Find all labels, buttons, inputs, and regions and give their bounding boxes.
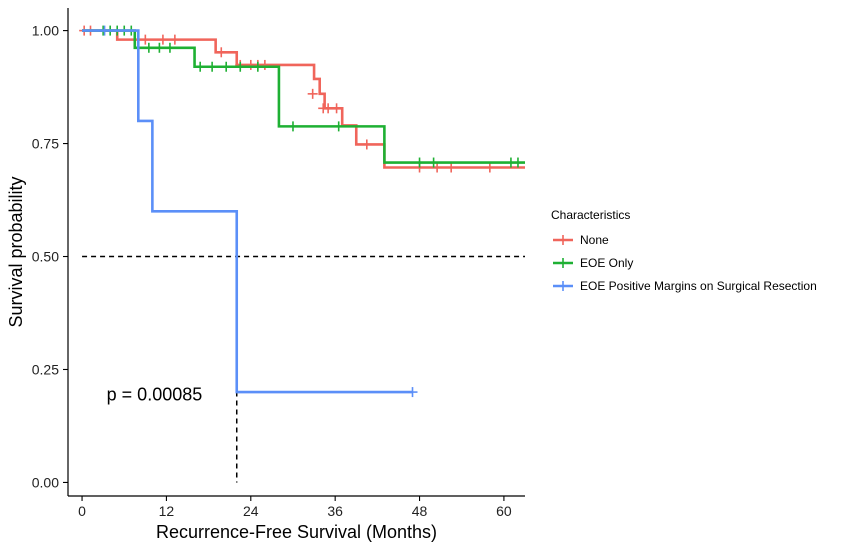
x-tick-label: 36 (327, 503, 343, 519)
legend-key (553, 235, 573, 245)
x-tick-label: 48 (412, 503, 428, 519)
censor-mark (252, 61, 263, 72)
p-value-annotation: p = 0.00085 (107, 384, 203, 404)
legend-label: None (580, 233, 609, 247)
censor-mark (99, 25, 110, 36)
ticks: 0 12 24 36 48 60 0.00 0.25 0.50 0.75 1.00 (32, 23, 512, 519)
censor-mark (169, 34, 180, 45)
y-tick-label: 0.50 (32, 249, 59, 265)
y-tick-label: 1.00 (32, 23, 59, 39)
censor-mark (323, 103, 334, 114)
axes (67, 8, 525, 497)
y-tick-label: 0.25 (32, 361, 59, 377)
censor-mark (140, 34, 151, 45)
censor-mark (221, 61, 232, 72)
censor-mark (164, 42, 175, 53)
censor-mark (216, 47, 227, 58)
censor-mark (512, 157, 523, 168)
legend-label: EOE Positive Margins on Surgical Resecti… (580, 279, 817, 293)
x-axis-title: Recurrence-Free Survival (Months) (156, 522, 437, 542)
censor-mark (414, 157, 425, 168)
y-tick-label: 0.75 (32, 136, 59, 152)
censor-mark (361, 139, 372, 150)
censor-mark (143, 42, 154, 53)
censor-mark (195, 61, 206, 72)
censor-mark (331, 103, 342, 114)
legend: Characteristics None EOE Only EOE Positive… (551, 208, 817, 293)
censor-mark (333, 121, 344, 132)
plot-area (79, 25, 525, 483)
censor-mark (259, 59, 270, 70)
x-tick-label: 60 (496, 503, 512, 519)
x-tick-label: 24 (243, 503, 259, 519)
censor-mark (157, 34, 168, 45)
censor-mark (428, 157, 439, 168)
x-tick-label: 12 (159, 503, 175, 519)
censor-mark (484, 162, 495, 173)
legend-key (553, 258, 573, 268)
y-tick-label: 0.00 (32, 474, 59, 490)
censor-mark (235, 61, 246, 72)
censor-mark (207, 61, 218, 72)
censor-mark (446, 162, 457, 173)
legend-label: EOE Only (580, 256, 633, 270)
censor-mark (287, 121, 298, 132)
y-axis-title: Survival probability (6, 176, 26, 327)
censor-mark (307, 88, 318, 99)
survival-curve-1 (82, 29, 525, 169)
legend-title: Characteristics (551, 208, 630, 222)
survival-curve-3 (82, 29, 413, 394)
censor-mark (154, 42, 165, 53)
legend-key (553, 281, 573, 291)
x-tick-label: 0 (78, 503, 86, 519)
censor-mark (407, 387, 418, 398)
